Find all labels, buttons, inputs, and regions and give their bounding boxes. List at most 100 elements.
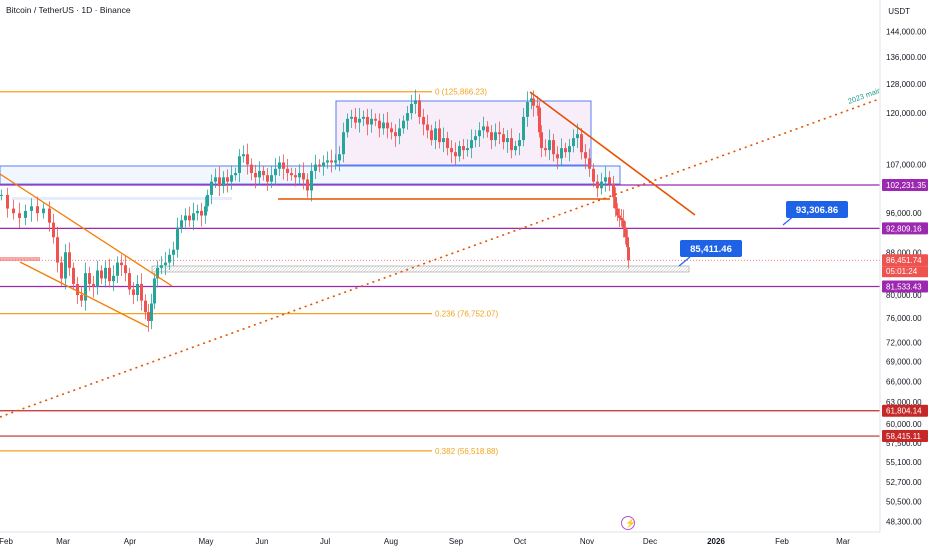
candle[interactable]: [128, 267, 131, 295]
candle[interactable]: [180, 214, 183, 233]
candle[interactable]: [30, 198, 33, 222]
candle[interactable]: [592, 163, 595, 188]
candle[interactable]: [494, 123, 497, 147]
candle[interactable]: [108, 258, 111, 288]
candle[interactable]: [52, 213, 55, 244]
candle[interactable]: [342, 122, 345, 163]
candle[interactable]: [486, 121, 489, 138]
candle[interactable]: [378, 113, 381, 138]
candle[interactable]: [358, 108, 361, 133]
candle[interactable]: [258, 161, 261, 186]
candle[interactable]: [627, 237, 630, 269]
candle[interactable]: [612, 175, 615, 209]
candle[interactable]: [462, 138, 465, 160]
candle[interactable]: [478, 122, 481, 148]
candle[interactable]: [76, 276, 79, 305]
candle[interactable]: [254, 165, 257, 189]
candle[interactable]: [414, 89, 417, 114]
candle[interactable]: [0, 189, 3, 201]
candle[interactable]: [302, 162, 305, 190]
candle[interactable]: [604, 166, 607, 192]
candle[interactable]: [204, 196, 207, 224]
candle[interactable]: [68, 242, 71, 276]
candle[interactable]: [418, 94, 421, 125]
candle[interactable]: [346, 113, 349, 138]
candle[interactable]: [394, 124, 397, 148]
candle[interactable]: [614, 187, 617, 217]
candle[interactable]: [92, 275, 95, 298]
candle[interactable]: [552, 133, 555, 162]
candle[interactable]: [88, 266, 91, 292]
candle[interactable]: [624, 221, 627, 245]
candle[interactable]: [278, 156, 281, 177]
candle[interactable]: [314, 154, 317, 180]
candle[interactable]: [56, 226, 59, 273]
candle[interactable]: [536, 95, 539, 116]
main-trendline[interactable]: [0, 97, 883, 418]
demand-zone[interactable]: [151, 265, 690, 273]
candle[interactable]: [196, 204, 199, 221]
candle[interactable]: [618, 208, 621, 227]
candle[interactable]: [390, 122, 393, 140]
candle[interactable]: [132, 282, 135, 305]
candle[interactable]: [540, 125, 543, 158]
candle[interactable]: [80, 286, 83, 307]
candle[interactable]: [6, 187, 9, 218]
candle[interactable]: [502, 127, 505, 150]
candle[interactable]: [374, 113, 377, 127]
candle[interactable]: [36, 196, 39, 222]
candle[interactable]: [544, 139, 547, 157]
candle[interactable]: [310, 162, 313, 202]
candle[interactable]: [450, 140, 453, 164]
candle[interactable]: [608, 171, 611, 192]
price-tag[interactable]: 92,809.16: [882, 222, 928, 235]
candle[interactable]: [410, 95, 413, 120]
candle[interactable]: [438, 119, 441, 149]
candle[interactable]: [222, 171, 225, 194]
candle[interactable]: [548, 129, 551, 161]
time-axis[interactable]: Feb Mar Apr May Jun Jul Aug Sep Oct Nov Dec 2026 Feb…: [0, 537, 850, 546]
candle[interactable]: [620, 209, 623, 227]
candle[interactable]: [218, 166, 221, 197]
candle[interactable]: [176, 217, 179, 258]
candle[interactable]: [153, 273, 156, 309]
candle[interactable]: [382, 113, 385, 135]
candle[interactable]: [622, 209, 625, 238]
candle[interactable]: [588, 148, 591, 177]
candle[interactable]: [294, 168, 297, 187]
candle[interactable]: [338, 146, 341, 172]
candle[interactable]: [466, 139, 469, 157]
candle[interactable]: [564, 142, 567, 158]
candle[interactable]: [482, 116, 485, 139]
candle[interactable]: [330, 149, 333, 173]
falling-trendline-c[interactable]: [529, 91, 696, 216]
candle[interactable]: [96, 260, 99, 295]
candle[interactable]: [430, 124, 433, 146]
candle[interactable]: [270, 166, 273, 188]
candle[interactable]: [334, 154, 337, 170]
candle[interactable]: [572, 129, 575, 153]
candle[interactable]: [318, 159, 321, 173]
candle[interactable]: [12, 199, 15, 220]
candle[interactable]: [474, 129, 477, 148]
candle[interactable]: [398, 118, 401, 145]
candle[interactable]: [150, 293, 153, 330]
candle[interactable]: [596, 174, 599, 198]
candle[interactable]: [286, 159, 289, 182]
candle[interactable]: [326, 151, 329, 169]
candle[interactable]: [518, 132, 521, 156]
candle[interactable]: [156, 260, 159, 288]
candle[interactable]: [580, 127, 583, 160]
candle[interactable]: [84, 262, 87, 311]
candle[interactable]: [470, 129, 473, 159]
candle[interactable]: [112, 265, 115, 292]
candle[interactable]: [282, 154, 285, 180]
candle[interactable]: [266, 168, 269, 191]
falling-trendline-b[interactable]: [19, 261, 149, 328]
candle[interactable]: [120, 254, 123, 277]
candle[interactable]: [350, 109, 353, 128]
candle[interactable]: [298, 164, 301, 184]
price-tag[interactable]: 61,804.14: [882, 404, 928, 417]
price-tag[interactable]: 86,451.74 05:01:24: [882, 254, 928, 278]
candle[interactable]: [262, 165, 265, 181]
